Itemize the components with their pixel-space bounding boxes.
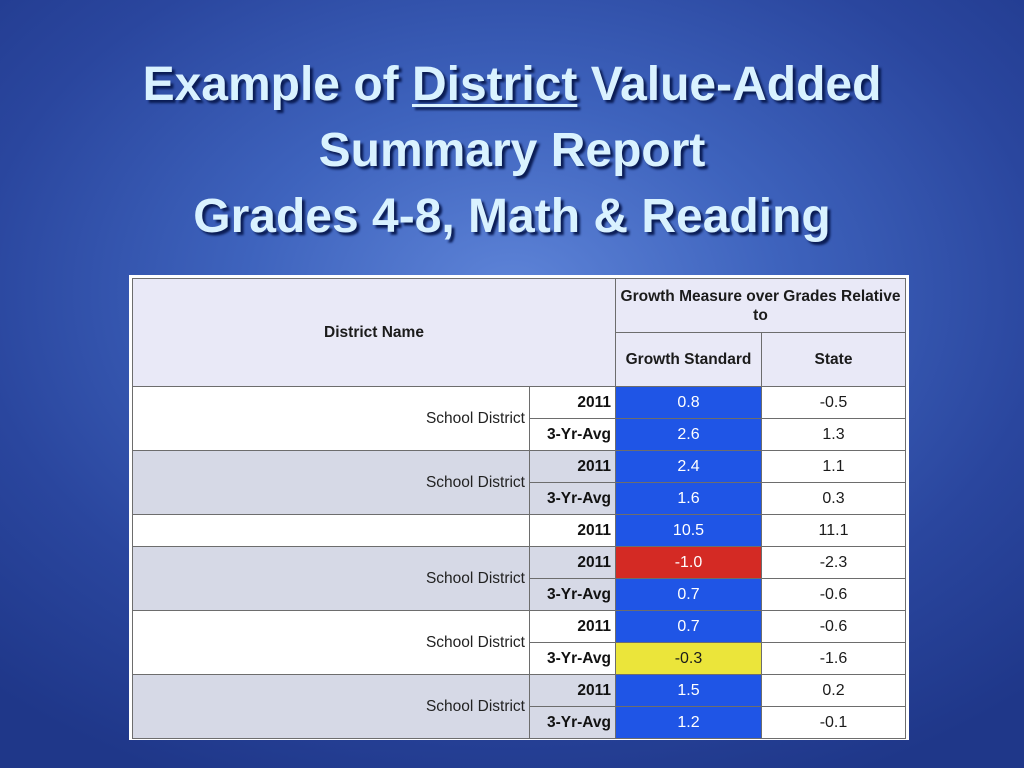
year-cell: 3-Yr-Avg	[529, 418, 616, 451]
state-cell: -2.3	[761, 546, 906, 579]
district-name-cell: School District	[132, 546, 530, 611]
year-cell: 2011	[529, 386, 616, 419]
table-row: 3-Yr-Avg 1.6 0.3	[133, 482, 906, 515]
state-cell: 0.3	[761, 482, 906, 515]
state-cell: 0.2	[761, 674, 906, 707]
table-row: School District 2011 0.7 -0.6	[132, 610, 906, 675]
title-line-1-suffix: Value-Added	[577, 58, 882, 111]
slide-title: Example of District Value-Added Summary …	[0, 52, 1024, 250]
table-row: 3-Yr-Avg 2.6 1.3	[133, 418, 906, 451]
report-table-frame: District Name Growth Measure over Grades…	[129, 275, 909, 740]
growth-standard-cell: -0.3	[615, 642, 762, 675]
state-cell: -0.1	[761, 706, 906, 739]
header-row-2: Growth Standard State	[133, 332, 906, 387]
year-cell: 2011	[529, 450, 616, 483]
growth-standard-cell: 2.6	[615, 418, 762, 451]
state-cell: 11.1	[761, 514, 906, 547]
district-name-cell: School District	[132, 610, 530, 675]
table-row: School District 2011 -1.0 -2.3	[132, 546, 906, 611]
table-row: 2011 10.5 11.1	[132, 514, 906, 547]
title-line-2: Summary Report	[318, 124, 706, 177]
table-body: School District 2011 0.8 -0.5 3-Yr-Avg 2.6 1.3…	[132, 386, 906, 739]
title-line-3: Grades 4-8, Math & Reading	[193, 190, 831, 243]
table-row: School District 2011 2.4 1.1	[132, 450, 906, 515]
state-cell: 1.3	[761, 418, 906, 451]
growth-standard-header: Growth Standard	[615, 332, 762, 387]
table-row: School District 2011 1.5 0.2	[132, 674, 906, 739]
year-cell: 3-Yr-Avg	[529, 706, 616, 739]
state-cell: -0.6	[761, 610, 906, 643]
title-underlined-word: District	[411, 58, 578, 111]
growth-standard-cell: 1.6	[615, 482, 762, 515]
growth-standard-cell: 1.2	[615, 706, 762, 739]
growth-standard-cell: 2.4	[615, 450, 762, 483]
growth-standard-cell: 0.7	[615, 578, 762, 611]
year-cell: 3-Yr-Avg	[529, 482, 616, 515]
state-cell: -0.6	[761, 578, 906, 611]
district-name-cell: School District	[132, 674, 530, 739]
year-cell: 2011	[529, 610, 616, 643]
year-cell: 3-Yr-Avg	[529, 578, 616, 611]
header-row-1: District Name Growth Measure over Grades…	[132, 278, 906, 387]
table-row: 3-Yr-Avg 0.7 -0.6	[133, 578, 906, 611]
growth-measure-header: Growth Measure over Grades Relative to	[615, 278, 906, 333]
growth-standard-cell: 1.5	[615, 674, 762, 707]
district-name-cell: School District	[132, 386, 530, 451]
year-cell: 2011	[529, 546, 616, 579]
state-cell: -0.5	[761, 386, 906, 419]
state-cell: -1.6	[761, 642, 906, 675]
growth-standard-cell: 0.8	[615, 386, 762, 419]
table-row: School District 2011 0.8 -0.5	[132, 386, 906, 451]
growth-standard-cell: 10.5	[615, 514, 762, 547]
value-added-summary-table: District Name Growth Measure over Grades…	[132, 278, 906, 739]
district-name-cell	[132, 514, 530, 547]
district-name-cell: School District	[132, 450, 530, 515]
title-line-1-prefix: Example of	[142, 58, 412, 111]
year-cell: 2011	[529, 514, 616, 547]
state-header: State	[761, 332, 906, 387]
state-cell: 1.1	[761, 450, 906, 483]
growth-standard-cell: 0.7	[615, 610, 762, 643]
year-cell: 2011	[529, 674, 616, 707]
year-cell: 3-Yr-Avg	[529, 642, 616, 675]
table-row: 3-Yr-Avg 1.2 -0.1	[133, 706, 906, 739]
title-line-1: Example of District Value-Added	[0, 52, 1024, 118]
district-name-header: District Name	[132, 278, 616, 387]
growth-standard-cell: -1.0	[615, 546, 762, 579]
table-row: 3-Yr-Avg -0.3 -1.6	[133, 642, 906, 675]
